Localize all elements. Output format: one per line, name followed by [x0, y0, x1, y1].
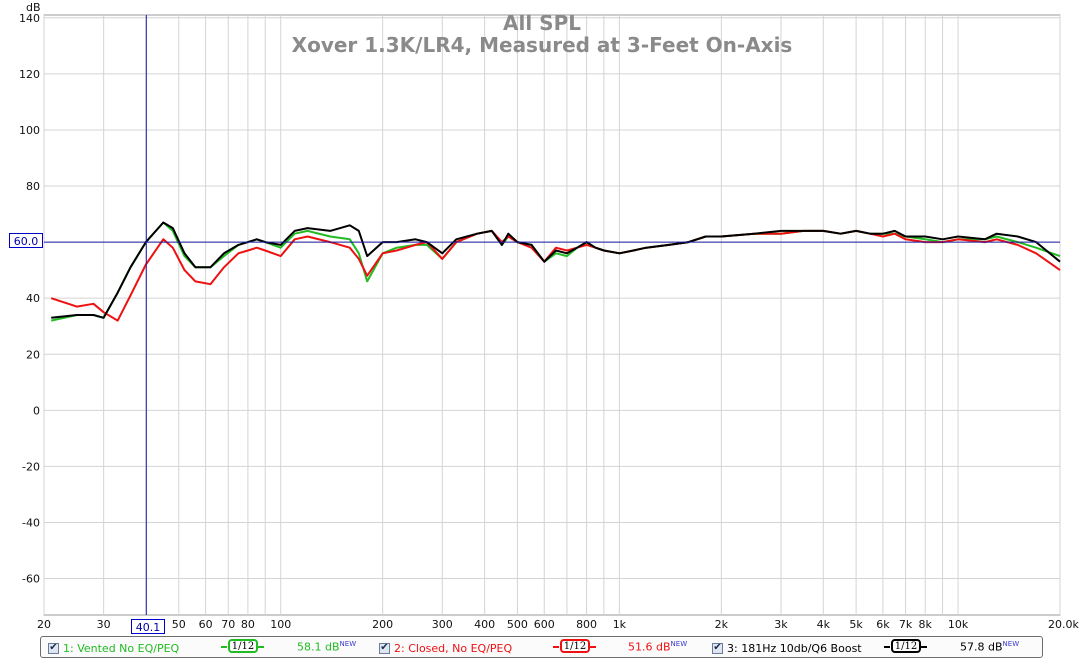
x-tick-label: 1k [613, 618, 627, 631]
x-tick-label: 800 [576, 618, 597, 631]
x-tick-label: 50 [172, 618, 186, 631]
checkbox-icon[interactable]: ✔ [379, 642, 390, 654]
x-tick-label: 400 [474, 618, 495, 631]
y-axis-unit-label: dB [26, 1, 41, 14]
series-line-3 [51, 221, 1061, 319]
series-lines [50, 221, 1061, 322]
plot-area[interactable] [43, 14, 1061, 616]
x-tick-label: 4k [817, 618, 831, 631]
smoothing-button-3[interactable]: 1/12 [891, 639, 921, 653]
y-tick-label: -40 [22, 516, 40, 529]
legend-label-1: 1: Vented No EQ/PEQ [63, 641, 180, 655]
level-value-1: 58.1 dB [297, 640, 340, 654]
level-value-2: 51.6 dB [628, 640, 671, 654]
legend-swatch-2 [553, 646, 559, 648]
x-tick-label: 7k [899, 618, 913, 631]
x-tick-label: 600 [534, 618, 555, 631]
y-tick-label: 0 [33, 404, 40, 417]
y-tick-label: -60 [22, 573, 40, 586]
x-tick-label: 60 [199, 618, 213, 631]
x-tick-label: 300 [432, 618, 453, 631]
x-tick-label: 3k [774, 618, 788, 631]
legend-swatch-3 [884, 646, 890, 648]
level-value-3: 57.8 dB [960, 640, 1003, 654]
y-tick-label: 40 [26, 292, 40, 305]
new-badge-1: NEW [339, 640, 357, 648]
y-tick-label: 120 [19, 68, 40, 81]
y-tick-label: 20 [26, 348, 40, 361]
x-tick-label: 70 [221, 618, 235, 631]
smoothing-button-2[interactable]: 1/12 [560, 639, 590, 653]
cursor-lines[interactable] [44, 15, 1060, 615]
legend-label-3: 3: 181Hz 10db/Q6 Boost [727, 641, 862, 655]
y-tick-label: 140 [19, 12, 40, 25]
x-tick-label: 8k [919, 618, 933, 631]
smoothing-button-1[interactable]: 1/12 [228, 639, 258, 653]
legend-item-2[interactable]: ✔ 2: Closed, No EQ/PEQ [379, 639, 512, 657]
x-tick-label: 20.0k Hz [1048, 618, 1083, 631]
chart-title: All SPL [503, 11, 581, 35]
new-badge-2: NEW [670, 640, 688, 648]
x-tick-label: 500 [507, 618, 528, 631]
grid-lines [43, 15, 1061, 615]
y-tick-label: 80 [26, 180, 40, 193]
legend-item-3[interactable]: ✔ 3: 181Hz 10db/Q6 Boost [712, 639, 862, 657]
legend-level-2: 51.6 dBNEW [628, 640, 687, 654]
x-tick-label: 200 [372, 618, 393, 631]
x-tick-label: 6k [876, 618, 890, 631]
legend-bar: ✔ 1: Vented No EQ/PEQ 1/12 58.1 dBNEW ✔ … [40, 636, 1043, 658]
chart-subtitle: Xover 1.3K/LR4, Measured at 3-Feet On-Ax… [292, 33, 793, 57]
y-tick-label: 100 [19, 124, 40, 137]
cursor-y-readout[interactable]: 60.0 [9, 233, 43, 248]
legend-level-3: 57.8 dBNEW [960, 640, 1019, 654]
legend-swatch-1b [258, 646, 264, 648]
x-tick-label: 80 [241, 618, 255, 631]
legend-swatch-1 [221, 646, 227, 648]
x-tick-label: 2k [715, 618, 729, 631]
legend-level-1: 58.1 dBNEW [297, 640, 356, 654]
x-tick-label: 100 [270, 618, 291, 631]
legend-swatch-3b [921, 646, 927, 648]
cursor-x-readout[interactable]: 40.1 [131, 619, 165, 634]
legend-label-2: 2: Closed, No EQ/PEQ [394, 641, 513, 655]
x-tick-label: 30 [97, 618, 111, 631]
x-tick-label: 20 [37, 618, 51, 631]
checkbox-icon[interactable]: ✔ [48, 642, 59, 654]
chart-canvas[interactable]: 140120100806040200-20-40-602030506070801… [0, 0, 1083, 636]
new-badge-3: NEW [1002, 640, 1020, 648]
x-tick-label: 5k [849, 618, 863, 631]
y-tick-label: -20 [22, 460, 40, 473]
x-tick-label: 10k [948, 618, 969, 631]
checkbox-icon[interactable]: ✔ [712, 642, 723, 654]
legend-item-1[interactable]: ✔ 1: Vented No EQ/PEQ [48, 639, 179, 657]
legend-swatch-2b [590, 646, 596, 648]
